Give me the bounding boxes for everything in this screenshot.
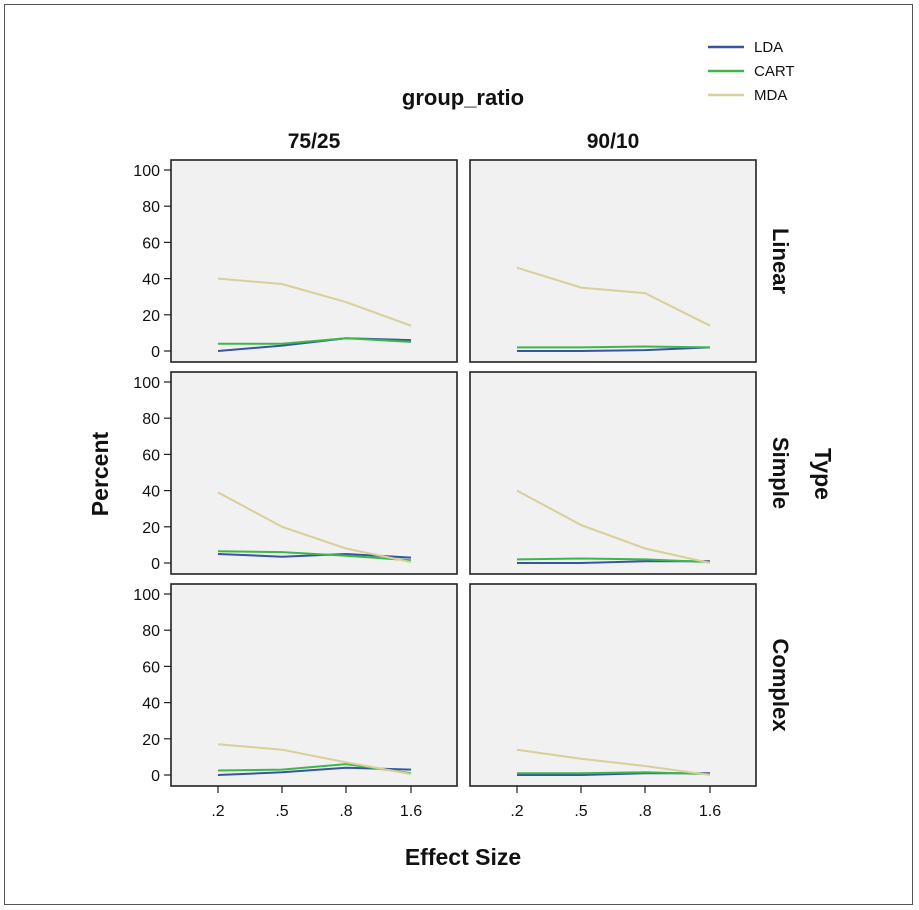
y-tick-label: 80 [142, 411, 160, 428]
series-line-mda [217, 491, 412, 564]
column-facet-label: 90/10 [587, 130, 640, 153]
legend-label: LDA [754, 39, 783, 56]
y-tick-label: 20 [142, 732, 160, 749]
y-tick-label: 80 [142, 623, 160, 640]
legend-label: MDA [754, 87, 787, 104]
series-line-cart [218, 337, 412, 345]
series-line-mda [217, 743, 412, 776]
y-tick-label: 40 [142, 484, 160, 501]
panel-75-25-simple [170, 371, 458, 575]
x-tick-label: 1.6 [699, 803, 721, 820]
x-tick-label: .2 [510, 803, 523, 820]
panel-75-25-complex [170, 583, 458, 787]
x-axis-title: Effect Size [405, 844, 521, 870]
panel-90-10-linear [469, 159, 757, 363]
chart-title: group_ratio [402, 85, 524, 110]
series-line-cart [517, 771, 711, 776]
x-tick-label: .8 [339, 803, 352, 820]
y-tick-label: 20 [142, 520, 160, 537]
series-line-cart [217, 550, 412, 562]
y-tick-label: 100 [133, 163, 160, 180]
row-facet-label: Simple [768, 437, 793, 509]
series-line-mda [516, 489, 711, 564]
series-line-mda [516, 266, 711, 327]
y-tick-label: 40 [142, 272, 160, 289]
y-tick-label: 0 [151, 344, 160, 361]
row-facet-label: Linear [768, 228, 793, 294]
x-tick-label: .8 [638, 803, 651, 820]
y-tick-label: 0 [151, 768, 160, 785]
x-tick-label: .5 [275, 803, 288, 820]
column-facet-label: 75/25 [288, 130, 341, 153]
row-facet-label: Complex [768, 639, 793, 733]
y-tick-label: 0 [151, 556, 160, 573]
series-line-cart [516, 557, 711, 564]
series-line-mda [516, 748, 711, 776]
chart-frame [4, 4, 913, 905]
y-tick-label: 100 [133, 375, 160, 392]
y-tick-label: 20 [142, 308, 160, 325]
x-tick-label: .5 [574, 803, 587, 820]
series-line-cart [517, 345, 711, 349]
y-tick-label: 60 [142, 235, 160, 252]
y-tick-label: 100 [133, 587, 160, 604]
legend-label: CART [754, 63, 795, 80]
panel-90-10-complex [469, 583, 757, 787]
y-axis-title: Percent [87, 431, 113, 516]
y-tick-label: 40 [142, 696, 160, 713]
panel-90-10-simple [469, 371, 757, 575]
y-tick-label: 80 [142, 199, 160, 216]
x-tick-label: .2 [211, 803, 224, 820]
row-facet-title: Type [810, 448, 836, 500]
x-tick-label: 1.6 [400, 803, 422, 820]
panel-75-25-linear [170, 159, 458, 363]
y-tick-label: 60 [142, 659, 160, 676]
series-line-lda [517, 346, 711, 352]
series-line-mda [217, 277, 412, 327]
y-tick-label: 60 [142, 447, 160, 464]
